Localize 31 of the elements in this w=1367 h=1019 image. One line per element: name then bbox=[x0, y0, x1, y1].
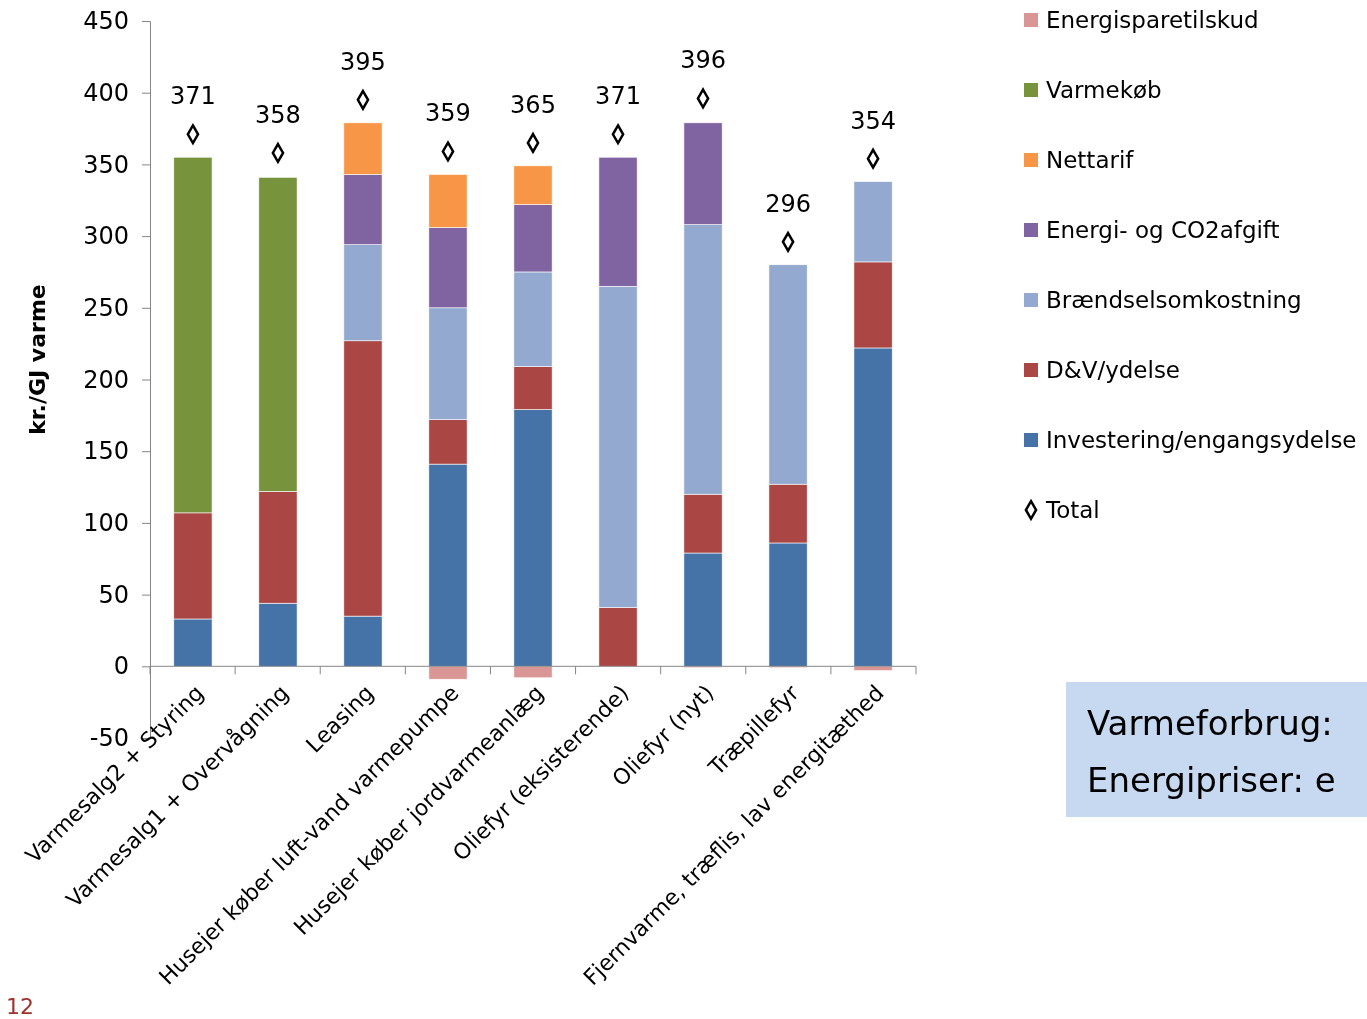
data-label: 395 bbox=[340, 47, 386, 76]
legend-label: Energisparetilskud bbox=[1046, 7, 1259, 33]
text: Varmeforbrug: bbox=[1087, 703, 1333, 743]
y-tick-label: 400 bbox=[83, 78, 129, 107]
y-tick-label: 50 bbox=[98, 580, 129, 609]
y-tick-label: 250 bbox=[83, 293, 129, 322]
y-tick-label: 300 bbox=[83, 222, 129, 251]
y-tick-label: 100 bbox=[83, 509, 129, 538]
y-axis-title: kr./GJ varme bbox=[25, 284, 50, 435]
data-label: 365 bbox=[510, 90, 556, 119]
legend-label: Brændselsomkostning bbox=[1046, 287, 1302, 313]
data-label: 371 bbox=[170, 82, 216, 111]
legend-label: D&V/ydelse bbox=[1046, 357, 1181, 383]
legend-label: Energi- og CO2afgift bbox=[1046, 217, 1280, 243]
data-label: 396 bbox=[680, 46, 726, 75]
legend-label: Varmekøb bbox=[1046, 77, 1162, 103]
data-label: 296 bbox=[765, 189, 811, 218]
data-label: 359 bbox=[425, 99, 471, 128]
legend-label: Total bbox=[1045, 497, 1100, 523]
text: Energipriser: e bbox=[1087, 760, 1336, 800]
y-tick-label: 150 bbox=[83, 437, 129, 466]
legend-label: Investering/engangsydelse bbox=[1046, 427, 1357, 453]
y-tick-label: 200 bbox=[83, 365, 129, 394]
text: 12 bbox=[6, 994, 34, 1019]
y-tick-label: 450 bbox=[83, 7, 129, 36]
data-label: 371 bbox=[595, 82, 641, 111]
data-label: 358 bbox=[255, 100, 301, 129]
legend-label: Nettarif bbox=[1046, 147, 1135, 173]
data-label: 354 bbox=[850, 106, 896, 135]
y-tick-label: 350 bbox=[83, 150, 129, 179]
y-tick-label: 0 bbox=[113, 652, 129, 681]
